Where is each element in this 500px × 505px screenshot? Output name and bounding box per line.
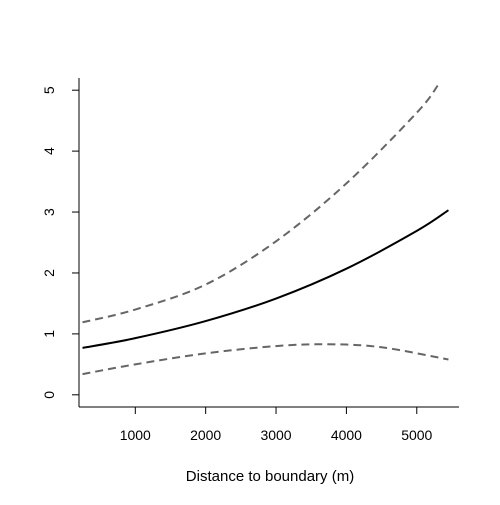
x-axis-title: Distance to boundary (m) [186, 468, 354, 485]
upper-ci-line [82, 84, 439, 324]
x-tick-label: 2000 [190, 427, 221, 443]
series-layer [82, 84, 449, 376]
y-tick-label: 5 [41, 86, 57, 94]
x-tick-label: 4000 [331, 427, 362, 443]
x-tick-label: 3000 [260, 427, 291, 443]
y-tick-label: 3 [41, 208, 57, 216]
lower-ci-line [82, 343, 449, 376]
x-tick-label: 1000 [120, 427, 151, 443]
estimate-line [82, 209, 449, 349]
y-tick-label: 4 [41, 147, 57, 155]
y-tick-label: 2 [41, 269, 57, 277]
y-tick-label: 0 [41, 391, 57, 399]
y-tick-label: 1 [41, 330, 57, 338]
x-tick-label: 5000 [401, 427, 432, 443]
y-ticks: 0 1 2 3 4 5 [41, 86, 79, 399]
x-ticks: 1000 2000 3000 4000 5000 [120, 407, 433, 443]
